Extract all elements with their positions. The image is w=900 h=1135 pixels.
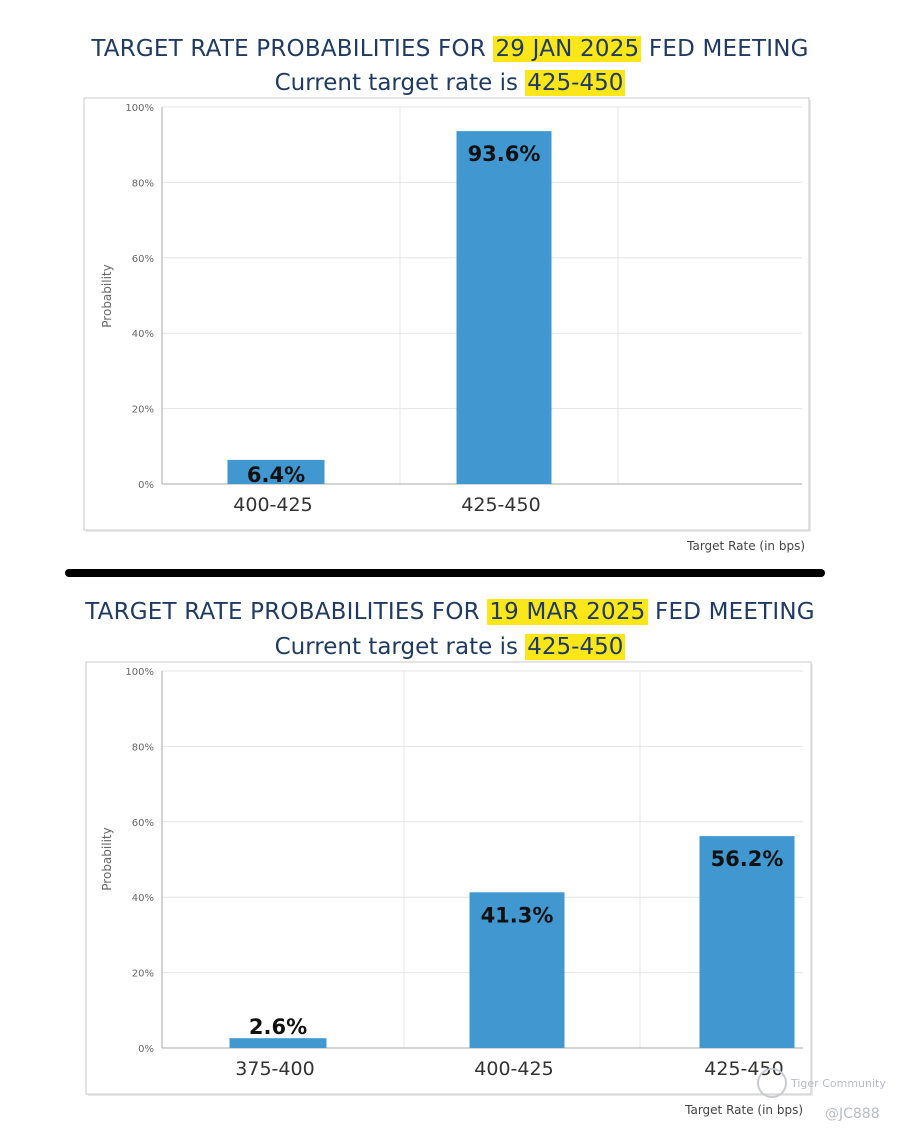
chart2-title-prefix: TARGET RATE PROBABILITIES FOR <box>85 599 488 625</box>
chart1-frame <box>83 97 810 531</box>
chart1-y-tick-label: 80% <box>132 178 154 189</box>
chart1-y-tick-label: 60% <box>132 254 154 265</box>
tiger-community-logo-icon <box>757 1068 787 1098</box>
chart2-title-suffix: FED MEETING <box>647 599 815 625</box>
watermark: Tiger Community @JC888 <box>757 1068 897 1128</box>
chart2-bar <box>699 836 795 1048</box>
chart1-x-axis-label: Target Rate (in bps) <box>686 539 805 553</box>
chart1-data-label: 93.6% <box>468 142 541 166</box>
chart1-y-axis-label: Probability <box>100 264 114 327</box>
chart1-x-tick-label: 400-425 <box>233 494 312 516</box>
chart1-y-tick-label: 20% <box>132 405 154 416</box>
chart1-subtitle: Current target rate is 425-450 <box>0 70 900 96</box>
chart2-x-tick-label: 375-400 <box>235 1058 314 1080</box>
watermark-brand: Tiger Community <box>791 1077 886 1090</box>
chart1-title-prefix: TARGET RATE PROBABILITIES FOR <box>91 36 494 62</box>
section-divider <box>65 569 825 577</box>
chart2-frame <box>85 661 812 1095</box>
chart1-subtitle-prefix: Current target rate is <box>274 70 526 96</box>
chart2-bar <box>469 892 565 1048</box>
watermark-user: @JC888 <box>825 1106 880 1122</box>
chart2-y-axis-label: Probability <box>100 827 114 890</box>
chart2-data-label: 41.3% <box>481 903 554 927</box>
chart1-plot: 0% 20% 40% 60% 80% 100% 400-425 6.4% 425-450 93.6… <box>83 97 811 553</box>
chart2-x-tick-label: 400-425 <box>474 1058 553 1080</box>
chart2-y-tick-label: 0% <box>138 1044 154 1055</box>
chart2-title: TARGET RATE PROBABILITIES FOR 19 MAR 202… <box>0 599 900 625</box>
chart2-y-tick-label: 40% <box>132 893 154 904</box>
chart1-y-tick-label: 100% <box>125 103 154 114</box>
chart1-bar <box>227 459 325 484</box>
chart2-data-label: 56.2% <box>711 847 784 871</box>
chart2-subtitle: Current target rate is 425-450 <box>0 634 900 660</box>
chart2-data-label: 2.6% <box>249 1015 307 1039</box>
chart1-x-tick-label: 425-450 <box>461 494 540 516</box>
chart1-data-label: 6.4% <box>247 463 305 487</box>
chart2-x-axis-label: Target Rate (in bps) <box>684 1103 803 1117</box>
chart2-y-tick-label: 60% <box>132 818 154 829</box>
chart1-y-tick-label: 0% <box>138 480 154 491</box>
chart2-y-tick-label: 20% <box>132 969 154 980</box>
chart2-subtitle-prefix: Current target rate is <box>274 634 526 660</box>
chart2-subtitle-rate: 425-450 <box>525 634 626 660</box>
chart1-y-tick-label: 40% <box>132 329 154 340</box>
chart1-title-date: 29 JAN 2025 <box>493 36 642 62</box>
chart1-title: TARGET RATE PROBABILITIES FOR 29 JAN 202… <box>0 36 900 62</box>
chart2-bar <box>229 1038 327 1048</box>
chart2-title-date: 19 MAR 2025 <box>487 599 648 625</box>
chart2-y-tick-label: 80% <box>132 742 154 753</box>
chart2-y-tick-label: 100% <box>125 667 154 678</box>
chart1-subtitle-rate: 425-450 <box>525 70 626 96</box>
chart1-title-suffix: FED MEETING <box>641 36 809 62</box>
chart1-bar <box>456 131 552 485</box>
